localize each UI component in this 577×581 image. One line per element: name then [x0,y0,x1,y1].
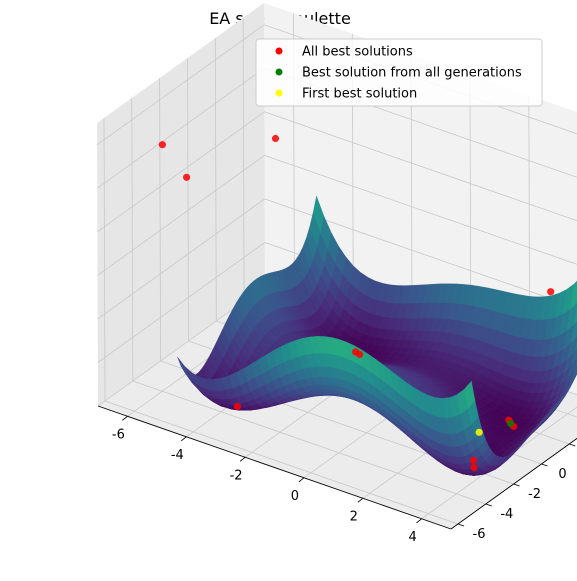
point-all-best-solutions-5 [356,350,364,358]
point-best-solution-from-all-generations-0 [506,419,515,428]
x-tick-label-1: -4 [171,448,184,463]
legend-marker-all-best [275,47,283,55]
x-tick-mark-0 [122,415,128,421]
surface-patch-39-0 [463,380,476,410]
y-tick-mark-0 [457,523,465,527]
floor-grid-y-1 [132,380,486,505]
y-tick-label-3: 0 [558,467,566,482]
y-tick-mark-4 [569,443,576,447]
axis-lines [97,405,577,530]
x-tick-mark-1 [181,436,187,442]
x-tick-label-5: 4 [408,530,416,545]
point-all-best-solutions-8 [158,141,166,149]
surface-plot [177,195,577,476]
x-tick-mark-4 [357,497,364,503]
y-tick-mark-1 [485,503,492,507]
floor-grid-y-0 [104,400,459,525]
point-all-best-solutions-7 [469,456,478,464]
x-axis-line [97,405,452,530]
legend-label-best-overall: Best solution from all generations [302,66,522,81]
back-grid-z-3 [264,155,577,265]
y-tick-mark-2 [513,483,520,487]
legend-marker-best-overall [275,68,283,76]
left-grid-z-6 [96,24,265,146]
left-pane [97,3,265,406]
left-grid-y-3 [187,57,189,342]
point-all-best-solutions-6 [470,463,478,472]
x-tick-label-2: -2 [230,468,243,483]
left-grid-z-3 [97,155,265,276]
left-grid-y-1 [131,97,134,382]
x-tick-mark-5 [416,518,422,524]
x-tick-label-0: -6 [112,427,125,442]
point-all-best-solutions-11 [271,134,280,143]
back-grid-z-4 [264,111,577,222]
legend: All best solutions Best solution from al… [255,38,543,107]
y-tick-label-1: -4 [500,507,513,522]
x-tick-mark-2 [239,456,246,462]
scatter-points [158,134,555,472]
left-grid-y-2 [159,77,162,362]
left-grid-z-5 [96,67,265,189]
left-grid-y-0 [103,117,106,402]
point-all-best-solutions-0 [233,402,242,410]
legend-box [255,38,543,107]
y-tick-label-0: -6 [473,527,486,542]
point-all-best-solutions-10 [547,288,555,296]
y-tick-label-2: -2 [528,487,541,502]
left-grid-z-2 [97,198,265,320]
left-grid-z-1 [97,242,266,363]
legend-label-first-best: First best solution [302,87,417,102]
left-grid-y-5 [242,17,245,302]
left-grid-z-4 [97,111,265,233]
legend-marker-first-best [275,89,283,97]
x-tick-label-4: 2 [350,509,358,524]
x-tick-mark-3 [298,477,305,483]
x-tick-label-3: 0 [291,489,299,504]
y-tick-mark-3 [541,463,548,467]
legend-label-all-best: All best solutions [302,45,413,60]
point-first-best-solution-0 [475,428,483,436]
point-all-best-solutions-9 [183,173,191,181]
left-grid-y-4 [214,37,217,322]
y-axis-line [450,437,577,530]
